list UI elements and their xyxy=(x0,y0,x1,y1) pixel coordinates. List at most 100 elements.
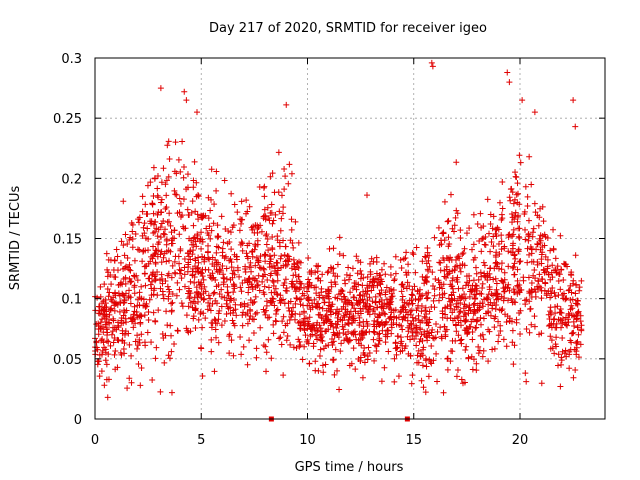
data-point xyxy=(524,203,531,210)
data-point xyxy=(401,315,408,322)
data-point xyxy=(164,283,171,290)
data-point xyxy=(144,329,151,336)
data-point xyxy=(197,344,204,351)
data-point xyxy=(380,305,387,312)
data-point xyxy=(212,297,219,304)
data-point xyxy=(194,109,200,116)
data-point xyxy=(215,281,222,288)
data-point xyxy=(465,355,472,362)
data-point xyxy=(373,270,380,277)
data-point xyxy=(209,254,216,261)
data-point xyxy=(142,303,149,310)
data-point xyxy=(461,318,468,325)
data-point xyxy=(559,320,566,327)
data-point xyxy=(148,339,155,346)
data-point xyxy=(399,326,406,333)
data-point xyxy=(252,293,259,300)
data-point xyxy=(545,322,552,329)
data-point xyxy=(505,248,512,255)
data-point xyxy=(513,174,520,181)
data-point xyxy=(194,288,201,295)
data-point xyxy=(340,252,347,259)
data-point xyxy=(319,305,326,312)
data-point xyxy=(555,362,561,369)
data-point xyxy=(230,267,237,274)
data-point xyxy=(398,264,405,271)
data-point xyxy=(432,275,439,282)
data-point xyxy=(554,263,561,270)
data-point xyxy=(181,256,188,263)
data-point xyxy=(481,241,488,248)
chart-title: Day 217 of 2020, SRMTID for receiver ige… xyxy=(209,21,487,36)
data-point xyxy=(266,252,273,259)
data-point xyxy=(175,156,182,163)
data-point xyxy=(319,362,326,369)
data-point xyxy=(181,264,188,271)
data-point xyxy=(296,296,303,303)
data-point xyxy=(516,282,523,289)
data-point xyxy=(332,309,339,316)
data-point xyxy=(172,253,179,260)
data-point xyxy=(558,309,565,316)
data-point xyxy=(153,247,160,254)
data-point xyxy=(390,319,397,326)
data-point xyxy=(184,171,191,178)
data-point xyxy=(499,306,506,313)
data-point xyxy=(285,180,292,187)
data-point xyxy=(494,290,501,297)
data-point xyxy=(328,265,335,272)
data-point xyxy=(453,373,460,380)
data-point xyxy=(138,364,145,371)
data-point xyxy=(499,278,506,285)
data-point xyxy=(288,226,295,233)
data-point xyxy=(223,310,230,317)
data-point xyxy=(548,337,555,344)
data-point xyxy=(232,306,239,313)
data-point xyxy=(334,261,341,268)
data-point xyxy=(278,252,285,259)
data-point xyxy=(158,259,165,266)
data-point xyxy=(168,308,175,315)
data-point xyxy=(136,302,143,309)
data-point xyxy=(444,218,451,225)
data-point xyxy=(107,272,114,279)
data-point xyxy=(404,317,411,324)
data-point xyxy=(498,260,505,267)
data-point xyxy=(220,281,227,288)
data-point xyxy=(393,351,400,358)
data-point xyxy=(189,198,196,205)
data-point xyxy=(190,222,197,229)
data-point xyxy=(353,286,360,293)
data-point xyxy=(454,314,461,321)
data-point xyxy=(227,304,234,311)
data-point xyxy=(568,289,575,296)
data-point xyxy=(190,298,197,305)
data-point xyxy=(286,317,293,324)
data-point xyxy=(119,337,126,344)
data-point xyxy=(165,173,172,180)
data-point xyxy=(153,225,160,232)
data-point xyxy=(142,201,149,208)
data-point xyxy=(255,259,262,266)
data-point xyxy=(345,276,352,283)
data-point xyxy=(466,277,473,284)
data-point xyxy=(490,243,497,250)
data-point xyxy=(299,356,306,363)
data-point xyxy=(563,321,570,328)
data-point xyxy=(265,214,272,221)
data-point xyxy=(136,214,143,221)
data-point xyxy=(314,268,321,275)
data-point xyxy=(399,316,406,323)
data-point xyxy=(387,314,394,321)
data-point xyxy=(400,303,407,310)
data-point xyxy=(200,213,207,220)
data-point xyxy=(144,211,151,217)
data-point xyxy=(168,274,175,281)
data-point xyxy=(559,334,566,341)
data-point xyxy=(206,302,213,309)
data-point xyxy=(345,264,352,271)
data-point xyxy=(178,300,185,307)
data-point xyxy=(152,276,159,283)
data-point xyxy=(335,318,342,325)
data-point xyxy=(578,327,585,334)
